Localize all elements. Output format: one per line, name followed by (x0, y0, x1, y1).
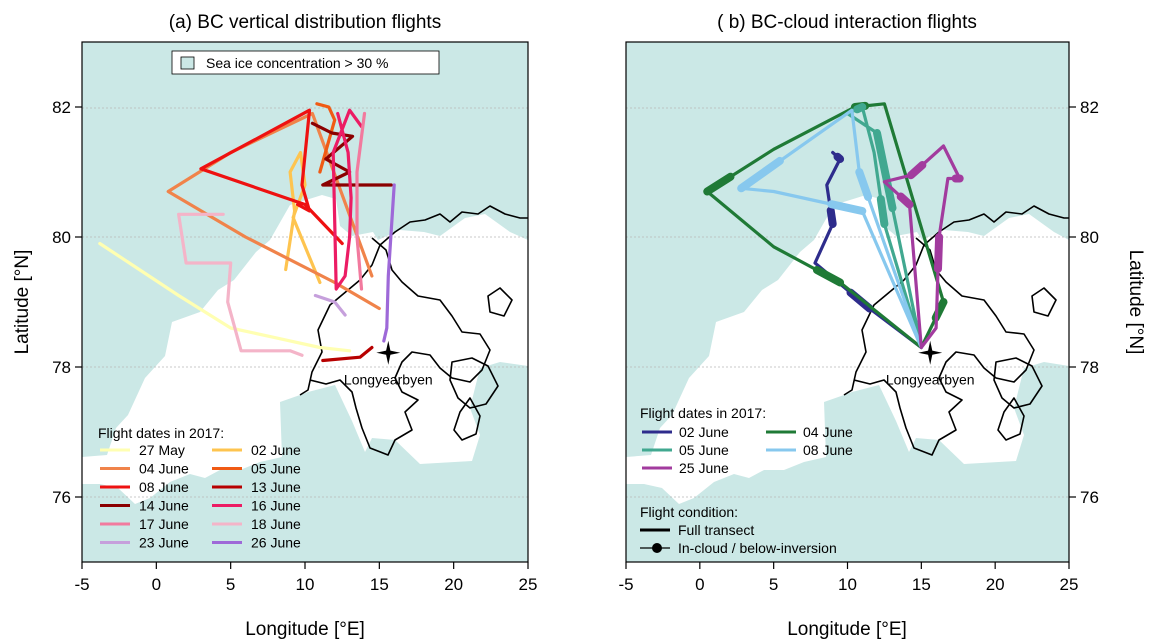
y-tick-label: 82 (52, 98, 71, 117)
in-cloud-segment-05-june (873, 129, 897, 213)
ice-legend-swatch (180, 56, 195, 70)
legend-label-23-june: 23 June (139, 535, 189, 551)
flight-track-17-june (355, 111, 367, 291)
panel-a-legend: Flight dates in 2017: 27 May 02 June 04 Ju… (98, 425, 301, 551)
panel-b-flight-tracks (703, 101, 964, 350)
legend-label-17-june: 17 June (139, 516, 189, 532)
y-tick-label: 80 (1080, 228, 1099, 247)
x-tick-label: 15 (912, 575, 931, 594)
in-cloud-segment-02-june (833, 152, 845, 163)
in-cloud-segment-04-june (812, 266, 845, 287)
y-tick-label: 78 (52, 358, 71, 377)
condition-legend-title: Flight condition: (640, 504, 738, 520)
longyearbyen-label: Longyearbyen (886, 372, 975, 388)
longyearbyen-label: Longyearbyen (344, 372, 433, 388)
legend-label-14-june: 14 June (139, 498, 189, 514)
legend-label-13-june: 13 June (251, 479, 301, 495)
x-tick-label: 20 (986, 575, 1005, 594)
panel-a-flight-tracks (98, 102, 396, 363)
longyearbyen-marker (918, 340, 943, 365)
flight-track-25-june (882, 144, 962, 350)
panel-b-xlabel: Longitude [°E] (787, 619, 907, 640)
flight-track-18-june (177, 212, 304, 357)
legend-label-04-june: 04 June (139, 461, 189, 477)
flight-track-27-may (98, 241, 352, 353)
ice-legend-label: Sea ice concentration > 30 % (206, 55, 389, 71)
flight-track-23-june (313, 293, 347, 317)
sea-ice-region (82, 42, 528, 562)
in-cloud-segment-08-june (827, 200, 867, 215)
longyearbyen-star-icon (376, 340, 401, 365)
x-tick-label: -5 (618, 575, 633, 594)
panel-b-legend: Flight dates in 2017: Flight condition: … (640, 405, 853, 556)
y-tick-label: 78 (1080, 358, 1099, 377)
longyearbyen-star-icon (918, 340, 943, 365)
in-cloud-segment-25-june (934, 233, 944, 273)
y-tick-label: 82 (1080, 98, 1099, 117)
in-cloud-dot (652, 543, 662, 553)
ice-legend-box (171, 50, 440, 75)
flight-track-02-june (284, 150, 322, 285)
x-tick-label: 25 (1060, 575, 1079, 594)
in-cloud-segment-08-june (855, 168, 873, 201)
in-cloud-segment-05-june (876, 195, 889, 228)
panel-b-ylabel: Latitude [°N] (1125, 250, 1146, 355)
in-cloud-segment-08-june (737, 156, 784, 193)
legend-label-05-june: 05 June (251, 461, 301, 477)
longyearbyen-marker (376, 340, 401, 365)
panel-a-ylabel: Latitude [°N] (12, 250, 33, 355)
legend-label-25-june: 25 June (679, 460, 729, 476)
panel-a-axes: -5 0 5 10 15 20 25 76 78 80 82 (52, 98, 537, 594)
in-cloud-segment-04-june (703, 172, 735, 196)
panel-b-map: ( b) BC-cloud interaction flights Longye… (618, 12, 1146, 640)
y-tick-label: 76 (52, 488, 71, 507)
flight-track-26-june (382, 183, 396, 343)
flight-track-13-june (321, 345, 374, 363)
legend-label-26-june: 26 June (251, 535, 301, 551)
legend-label-04-june: 04 June (803, 424, 853, 440)
in-cloud-label: In-cloud / below-inversion (678, 540, 837, 556)
x-tick-label: -5 (74, 575, 89, 594)
x-tick-label: 0 (695, 575, 704, 594)
svalbard-coastline (299, 205, 528, 456)
panel-b-title: ( b) BC-cloud interaction flights (717, 12, 977, 33)
in-cloud-segment-25-june (896, 192, 914, 209)
legend-label-18-june: 18 June (251, 516, 301, 532)
y-tick-label: 80 (52, 228, 71, 247)
x-tick-label: 25 (519, 575, 538, 594)
legend-label-08-june: 08 June (803, 442, 853, 458)
flight-track-05-june (315, 102, 337, 174)
flight-track-16-june (331, 108, 364, 291)
in-cloud-segment-25-june (907, 161, 927, 180)
x-tick-label: 5 (769, 575, 778, 594)
x-tick-label: 10 (296, 575, 315, 594)
x-tick-label: 20 (444, 575, 463, 594)
legend-label-05-june: 05 June (679, 442, 729, 458)
panel-a-title: (a) BC vertical distribution flights (169, 12, 441, 33)
panel-b-axes: -5 0 5 10 15 20 25 76 78 80 82 (618, 98, 1098, 594)
full-transect-label: Full transect (678, 522, 754, 538)
legend-label-02-june: 02 June (679, 424, 729, 440)
panel-b-legend-title: Flight dates in 2017: (640, 405, 766, 421)
x-tick-label: 15 (370, 575, 389, 594)
panel-a-xlabel: Longitude [°E] (245, 619, 365, 640)
x-tick-label: 10 (838, 575, 857, 594)
legend-label-02-june: 02 June (251, 442, 301, 458)
legend-label-16-june: 16 June (251, 498, 301, 514)
y-tick-label: 76 (1080, 488, 1099, 507)
panel-a-legend-title: Flight dates in 2017: (98, 425, 224, 441)
x-tick-label: 5 (226, 575, 235, 594)
flight-track-14-june (310, 121, 393, 187)
legend-label-27-may: 27 May (139, 442, 185, 458)
in-cloud-segment-05-june (853, 103, 867, 114)
legend-label-08-june: 08 June (139, 479, 189, 495)
in-cloud-segment-02-june (826, 206, 837, 228)
panel-a-map: (a) BC vertical distribution flights Lon… (12, 12, 537, 640)
x-tick-label: 0 (152, 575, 161, 594)
flight-track-08-june (199, 108, 344, 246)
